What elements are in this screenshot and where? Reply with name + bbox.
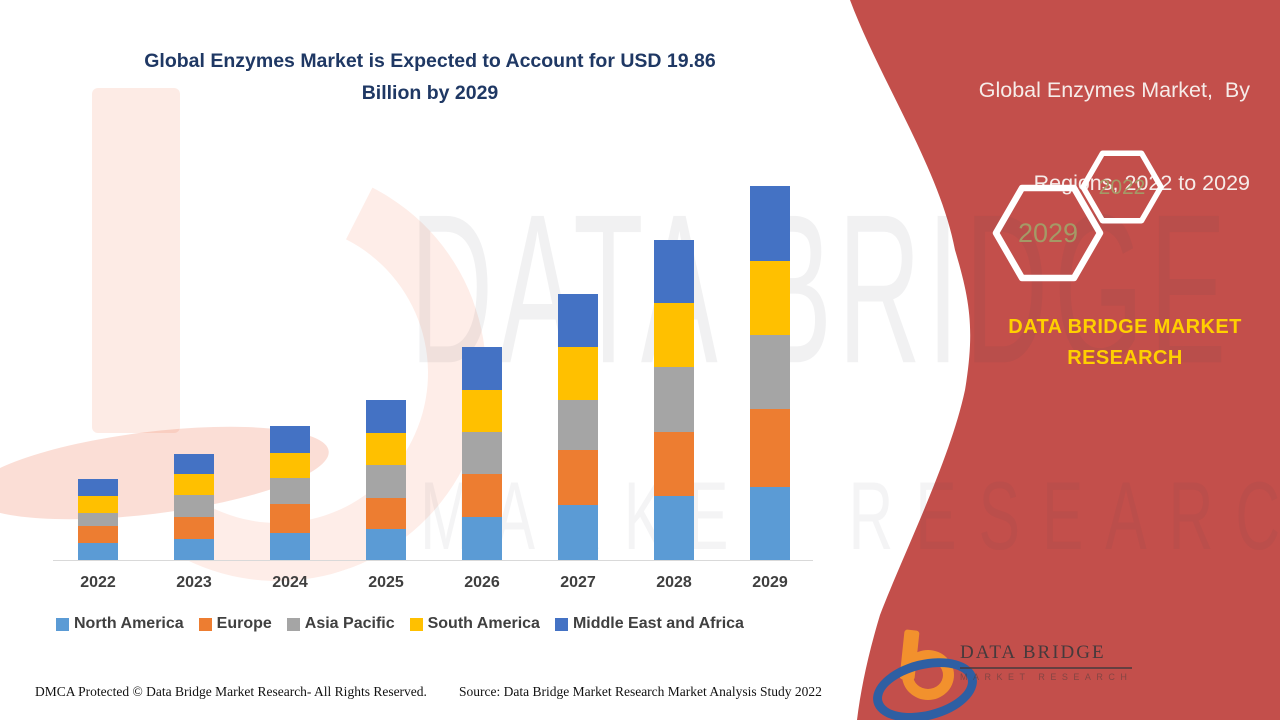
brand-name-line2: RESEARCH: [1067, 347, 1183, 369]
bar-segment-2029-asia-pacific: [750, 334, 790, 409]
bar-segment-2028-middle-east-and-africa: [654, 239, 694, 303]
chart-title-line1: Global Enzymes Market is Expected to Acc…: [144, 50, 716, 72]
bar-2022: [78, 479, 118, 560]
legend-swatch: [198, 617, 212, 631]
legend-item-europe: Europe: [198, 615, 272, 633]
bar-segment-2026-south-america: [462, 390, 502, 433]
panel-title-line1: Global Enzymes Market, By: [978, 78, 1250, 102]
x-axis-label-2025: 2025: [368, 574, 404, 591]
x-axis-label-2028: 2028: [656, 574, 692, 591]
bar-2024: [270, 426, 310, 560]
bar-segment-2028-europe: [654, 432, 694, 496]
bar-2026: [462, 347, 502, 560]
bar-segment-2029-south-america: [750, 260, 790, 335]
bar-segment-2022-south-america: [78, 496, 118, 514]
legend-item-north-america: North America: [56, 615, 184, 633]
bar-segment-2027-middle-east-and-africa: [558, 294, 598, 348]
bar-segment-2026-asia-pacific: [462, 432, 502, 475]
x-axis-label-2027: 2027: [560, 574, 596, 591]
legend-label: Asia Pacific: [304, 615, 395, 632]
dbmr-logo: DATA BRIDGE MARKET RESEARCH: [866, 629, 1142, 720]
bar-segment-2025-asia-pacific: [366, 464, 406, 498]
x-axis-line: [53, 560, 813, 561]
panel-title-line2: Regions, 2022 to 2029: [1033, 171, 1250, 195]
bar-segment-2022-asia-pacific: [78, 513, 118, 527]
bar-segment-2027-south-america: [558, 347, 598, 400]
bar-segment-2029-middle-east-and-africa: [750, 186, 790, 261]
bar-segment-2024-north-america: [270, 533, 310, 560]
bar-segment-2026-north-america: [462, 517, 502, 560]
red-side-panel-shape: [850, 0, 1280, 720]
bar-segment-2026-middle-east-and-africa: [462, 347, 502, 391]
x-axis-label-2029: 2029: [752, 574, 788, 591]
chart-title-line2: Billion by 2029: [361, 82, 499, 104]
panel-title: Global Enzymes Market, By Regions, 2022 …: [920, 13, 1250, 261]
bar-segment-2028-south-america: [654, 303, 694, 367]
bar-2029: [750, 186, 790, 560]
dmca-notice: DMCA Protected © Data Bridge Market Rese…: [35, 684, 427, 699]
bar-segment-2027-europe: [558, 450, 598, 505]
bar-segment-2023-south-america: [174, 473, 214, 495]
bar-segment-2023-middle-east-and-africa: [174, 453, 214, 474]
legend-swatch: [409, 617, 423, 631]
brand-name-line1: DATA BRIDGE MARKET: [1008, 316, 1242, 338]
legend-label: Europe: [216, 615, 272, 632]
legend-swatch: [554, 617, 568, 631]
bar-segment-2026-europe: [462, 474, 502, 518]
bar-segment-2028-north-america: [654, 496, 694, 560]
legend-item-south-america: South America: [409, 615, 540, 633]
dbmr-logo-text: DATA BRIDGE MARKET RESEARCH: [960, 642, 1133, 682]
bar-segment-2027-asia-pacific: [558, 399, 598, 450]
bar-segment-2028-asia-pacific: [654, 367, 694, 432]
bar-segment-2022-north-america: [78, 543, 118, 560]
bar-2025: [366, 399, 406, 560]
bar-segment-2024-europe: [270, 504, 310, 534]
bar-segment-2029-europe: [750, 408, 790, 487]
bar-segment-2024-south-america: [270, 453, 310, 479]
bar-segment-2024-asia-pacific: [270, 478, 310, 505]
bar-2027: [558, 294, 598, 560]
bar-segment-2023-europe: [174, 516, 214, 539]
chart-legend: North America Europe Asia Pacific South Ame…: [56, 615, 759, 633]
x-axis-label-2022: 2022: [80, 574, 116, 591]
bar-segment-2025-south-america: [366, 432, 406, 465]
source-note: Source: Data Bridge Market Research Mark…: [459, 684, 822, 699]
bar-segment-2022-europe: [78, 526, 118, 544]
watermark-b-logo-stem: [92, 88, 180, 433]
dbmr-logo-wordmark: DATA BRIDGE: [960, 642, 1133, 669]
bar-segment-2025-north-america: [366, 528, 406, 560]
legend-swatch: [56, 617, 69, 631]
bar-segment-2022-middle-east-and-africa: [78, 479, 118, 497]
brand-name-text: DATA BRIDGE MARKET RESEARCH: [990, 312, 1260, 374]
legend-swatch: [286, 617, 300, 631]
bar-segment-2027-north-america: [558, 505, 598, 560]
legend-label: South America: [427, 615, 540, 632]
bar-segment-2023-north-america: [174, 538, 214, 560]
legend-label: Middle East and Africa: [572, 615, 744, 632]
bar-segment-2025-middle-east-and-africa: [366, 399, 406, 433]
bar-segment-2029-north-america: [750, 486, 790, 560]
dbmr-logo-b-bowl: [902, 650, 954, 700]
bar-segment-2023-asia-pacific: [174, 494, 214, 517]
x-axis-label-2023: 2023: [176, 574, 212, 591]
bar-segment-2024-middle-east-and-africa: [270, 426, 310, 454]
x-axis-label-2026: 2026: [464, 574, 500, 591]
legend-item-asia-pacific: Asia Pacific: [286, 615, 395, 633]
legend-label: North America: [74, 615, 184, 632]
legend-item-middle-east-and-africa: Middle East and Africa: [554, 615, 744, 633]
x-axis-label-2024: 2024: [272, 574, 308, 591]
bar-2023: [174, 453, 214, 560]
bar-2028: [654, 239, 694, 560]
dbmr-logo-subtitle: MARKET RESEARCH: [960, 672, 1133, 682]
bar-segment-2025-europe: [366, 497, 406, 529]
chart-title: Global Enzymes Market is Expected to Acc…: [94, 45, 766, 109]
